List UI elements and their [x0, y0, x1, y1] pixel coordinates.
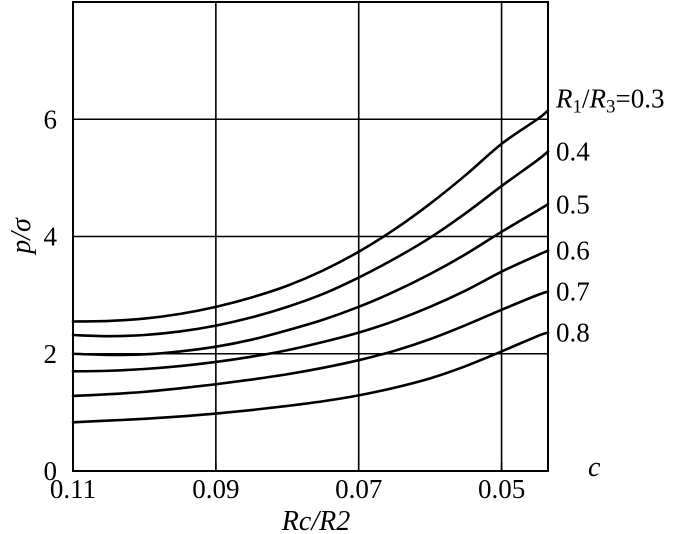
x-tick-label: 0.07	[335, 474, 382, 504]
curves-layer	[71, 109, 550, 424]
x-tick-label: 0.09	[192, 474, 239, 504]
series-label: 0.5	[556, 189, 590, 219]
series-line	[71, 150, 550, 338]
grid-layer	[73, 2, 548, 471]
series-label: 0.8	[556, 318, 590, 348]
series-label: 0.7	[556, 277, 590, 307]
x-axis-title: Rc/R2	[281, 506, 350, 534]
y-axis-title: p/σ	[6, 217, 37, 256]
series-label: 0.6	[556, 236, 590, 266]
series-line	[71, 202, 550, 357]
series-label: R1/R3=0.3	[555, 83, 665, 117]
y-tick-label: 2	[44, 339, 58, 369]
ticks-layer: 0.11 0.09 0.07 0.05 0 2 4 6	[44, 104, 526, 504]
x-tick-label: 0.05	[478, 474, 525, 504]
series-line	[71, 109, 550, 323]
x-tick-label: 0.11	[50, 474, 96, 504]
plot-frame	[72, 1, 549, 472]
series-line	[71, 331, 550, 424]
labels-layer: R1/R3=0.3 0.4 0.5 0.6 0.7 0.8	[555, 83, 665, 347]
y-tick-label: 4	[44, 222, 58, 252]
series-label: 0.4	[556, 136, 590, 166]
corner-label: c	[588, 452, 601, 483]
series-line	[71, 290, 550, 398]
y-tick-label: 0	[44, 456, 58, 486]
series-line	[71, 249, 550, 373]
y-tick-label: 6	[44, 104, 58, 134]
